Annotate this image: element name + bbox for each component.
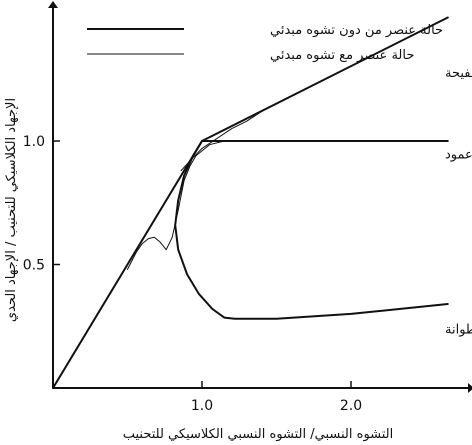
- series-line-1: [52, 16, 449, 389]
- series-line-5: [180, 110, 263, 172]
- axes-layer: [48, 1, 472, 393]
- series-line-4: [127, 140, 449, 270]
- legend-layer: حالة عنصر من دون تشوه مبدئي حالة عنصر مع …: [87, 23, 443, 63]
- annotation-1: صفيحة: [445, 66, 472, 81]
- legend-entry-2: حالة عنصر مع تشوه مبدئي: [270, 48, 414, 63]
- y-tick-label-1: 0.5: [23, 258, 45, 274]
- y-tick-label-2: 1.0: [23, 134, 45, 150]
- annotation-2: عمود: [445, 147, 472, 162]
- y-axis-arrow: [48, 1, 58, 8]
- x-axis-label: التشوه النسبي/ التشوه النسبي الكلاسيكي ل…: [123, 427, 394, 442]
- annotation-3: أسطوانة: [445, 321, 472, 338]
- x-tick-label-2: 2.0: [340, 398, 362, 414]
- series-line-3: [174, 140, 449, 320]
- labels-layer: التشوه النسبي/ التشوه النسبي الكلاسيكي ل…: [4, 66, 472, 442]
- x-tick-label-1: 1.0: [191, 398, 213, 414]
- ticks-layer: 1.0 2.0 0.5 1.0: [23, 134, 362, 414]
- x-axis-arrow: [468, 383, 472, 393]
- legend-entry-1: حالة عنصر من دون تشوه مبدئي: [270, 23, 443, 38]
- series-layer: [52, 16, 449, 389]
- y-axis-label: الإجهاد الكلاسيكي للتحنيب / الإجهاد الحد…: [4, 98, 19, 322]
